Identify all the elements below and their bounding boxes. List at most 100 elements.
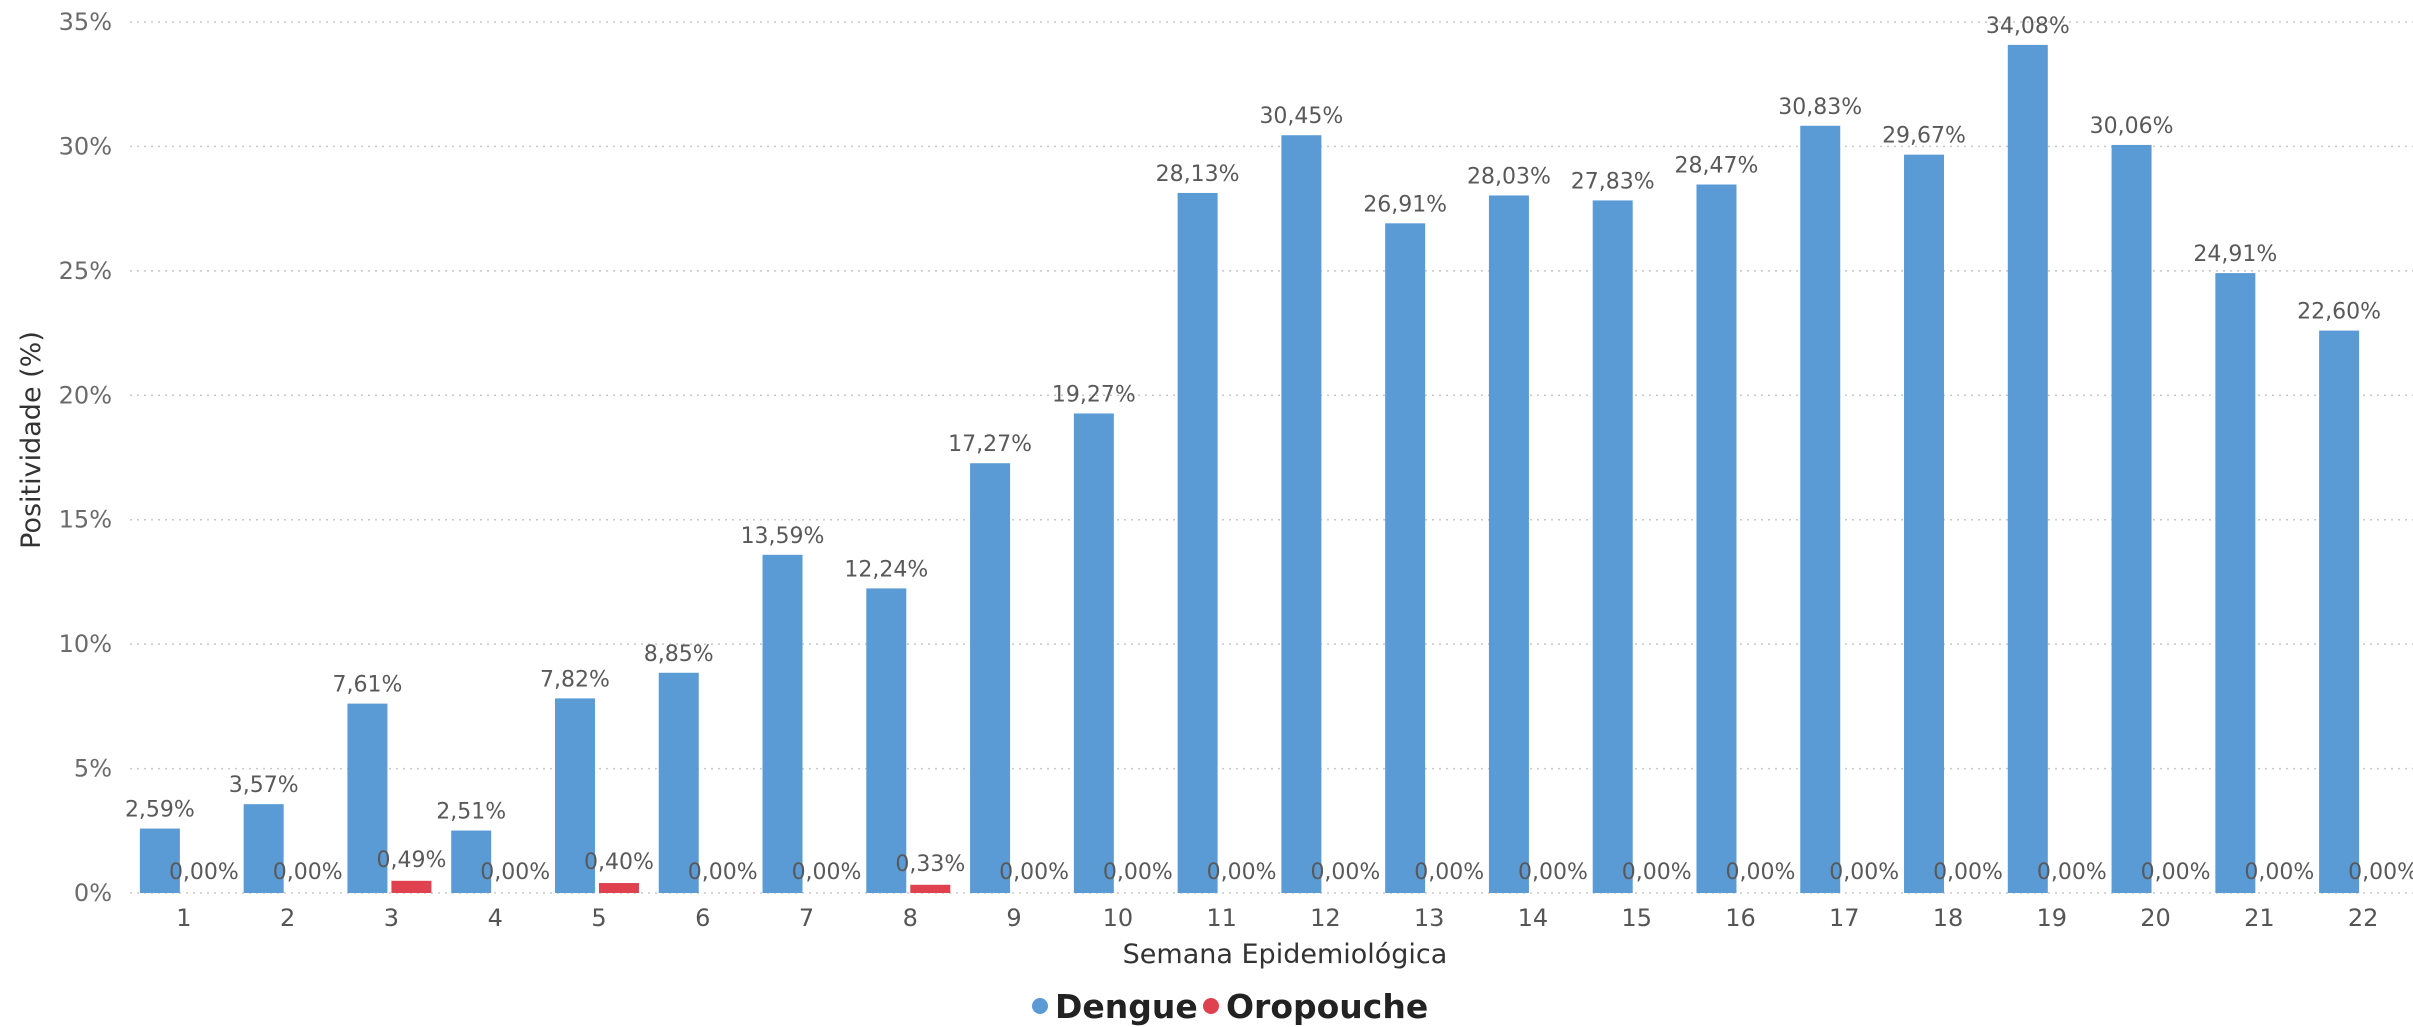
dengue-bar — [2007, 44, 2048, 894]
oropouche-data-label: 0,00% — [1414, 860, 1484, 885]
y-tick-label: 5% — [74, 755, 112, 783]
dengue-data-label: 13,59% — [741, 524, 825, 549]
oropouche-data-label: 0,00% — [1933, 860, 2003, 885]
dengue-bar — [1592, 200, 1633, 894]
oropouche-data-label: 0,00% — [1310, 860, 1380, 885]
oropouche-data-label: 0,40% — [584, 850, 654, 875]
dengue-data-label: 34,08% — [1986, 14, 2070, 39]
bars-layer — [139, 44, 2360, 894]
x-tick-label: 3 — [384, 904, 399, 932]
x-tick-label: 18 — [1933, 904, 1964, 932]
y-axis-title: Positividade (%) — [16, 331, 47, 549]
oropouche-data-label: 0,00% — [169, 860, 239, 885]
dengue-bar — [1177, 192, 1218, 894]
dengue-bar — [1073, 413, 1114, 893]
x-tick-label: 10 — [1103, 904, 1134, 932]
oropouche-data-label: 0,00% — [1518, 860, 1588, 885]
dengue-bar — [451, 830, 492, 893]
oropouche-data-label: 0,00% — [792, 860, 862, 885]
oropouche-data-label: 0,00% — [480, 860, 550, 885]
dengue-data-label: 17,27% — [948, 432, 1032, 457]
dengue-data-label: 2,51% — [436, 800, 506, 825]
dengue-bar — [2111, 144, 2152, 893]
labels-layer: 2,59% 0,00% 3,57% 0,00% 7,61% 0,49% 2,51% 0,00%… — [125, 14, 2413, 885]
x-tick-label: 17 — [1829, 904, 1860, 932]
dengue-data-label: 12,24% — [844, 557, 928, 582]
oropouche-data-label: 0,00% — [1726, 860, 1796, 885]
x-tick-label: 8 — [903, 904, 918, 932]
dengue-bar — [1800, 125, 1841, 893]
x-tick-label: 15 — [1621, 904, 1652, 932]
x-tick-label: 13 — [1414, 904, 1445, 932]
dengue-bar — [1904, 154, 1945, 893]
oropouche-data-label: 0,00% — [2141, 860, 2211, 885]
dengue-bar — [866, 588, 907, 893]
dengue-data-label: 28,13% — [1156, 162, 1240, 187]
dengue-data-label: 26,91% — [1363, 192, 1447, 217]
x-tick-label: 22 — [2348, 904, 2379, 932]
x-tick-label: 20 — [2140, 904, 2171, 932]
oropouche-data-label: 0,00% — [2037, 860, 2107, 885]
legend-dengue-marker — [1032, 998, 1048, 1014]
x-tick-label: 5 — [591, 904, 606, 932]
oropouche-bar — [391, 880, 432, 893]
dengue-bar — [1385, 223, 1426, 893]
y-tick-label: 15% — [59, 506, 112, 534]
x-tick-label: 21 — [2244, 904, 2275, 932]
y-tick-label: 35% — [59, 8, 112, 36]
legend: Dengue Oropouche — [1032, 987, 1428, 1026]
x-tick-label: 12 — [1310, 904, 1341, 932]
dengue-data-label: 30,06% — [2090, 114, 2174, 139]
oropouche-data-label: 0,00% — [999, 860, 1069, 885]
y-tick-label: 30% — [59, 132, 112, 160]
y-tick-label: 10% — [59, 630, 112, 658]
dengue-bar — [139, 828, 180, 893]
dengue-data-label: 29,67% — [1882, 124, 1966, 149]
dengue-bar — [762, 554, 803, 893]
axis-layer: 0%5%10%15%20%25%30%35%1 2 3 4 5 6 7 8 9 10 11 12 13 1… — [59, 8, 2379, 932]
x-axis-title: Semana Epidemiológica — [1123, 939, 1448, 970]
oropouche-bar — [910, 884, 951, 893]
dengue-bar — [243, 804, 284, 893]
x-tick-label: 4 — [488, 904, 503, 932]
y-tick-label: 20% — [59, 381, 112, 409]
dengue-bar — [1281, 135, 1322, 894]
legend-oropouche-marker — [1203, 998, 1219, 1014]
x-tick-label: 1 — [176, 904, 191, 932]
dengue-bar — [554, 698, 595, 893]
dengue-data-label: 7,82% — [540, 667, 610, 692]
dengue-data-label: 22,60% — [2297, 300, 2381, 325]
dengue-data-label: 27,83% — [1571, 169, 1655, 194]
dengue-data-label: 19,27% — [1052, 382, 1136, 407]
x-tick-label: 11 — [1206, 904, 1237, 932]
y-tick-label: 25% — [59, 257, 112, 285]
x-tick-label: 14 — [1518, 904, 1549, 932]
oropouche-data-label: 0,00% — [688, 860, 758, 885]
x-tick-label: 2 — [280, 904, 295, 932]
grid-layer — [130, 21, 2413, 894]
x-tick-label: 9 — [1006, 904, 1021, 932]
y-tick-label: 0% — [74, 879, 112, 907]
x-tick-label: 6 — [695, 904, 710, 932]
oropouche-bar — [598, 883, 639, 893]
x-tick-label: 7 — [799, 904, 814, 932]
x-tick-label: 16 — [1725, 904, 1756, 932]
oropouche-data-label: 0,49% — [376, 848, 446, 873]
dengue-bar — [658, 672, 699, 893]
legend-oropouche-label: Oropouche — [1226, 987, 1428, 1026]
dengue-data-label: 28,47% — [1675, 154, 1759, 179]
dengue-data-label: 7,61% — [332, 673, 402, 698]
oropouche-data-label: 0,00% — [1829, 860, 1899, 885]
dengue-data-label: 8,85% — [644, 642, 714, 667]
dengue-data-label: 24,91% — [2193, 242, 2277, 267]
oropouche-data-label: 0,00% — [1207, 860, 1277, 885]
dengue-bar — [2215, 273, 2256, 893]
dengue-data-label: 30,45% — [1259, 104, 1343, 129]
dengue-bar — [1488, 195, 1529, 893]
oropouche-data-label: 0,00% — [2244, 860, 2314, 885]
oropouche-data-label: 0,00% — [1622, 860, 1692, 885]
dengue-data-label: 2,59% — [125, 798, 195, 823]
oropouche-data-label: 0,33% — [895, 852, 965, 877]
